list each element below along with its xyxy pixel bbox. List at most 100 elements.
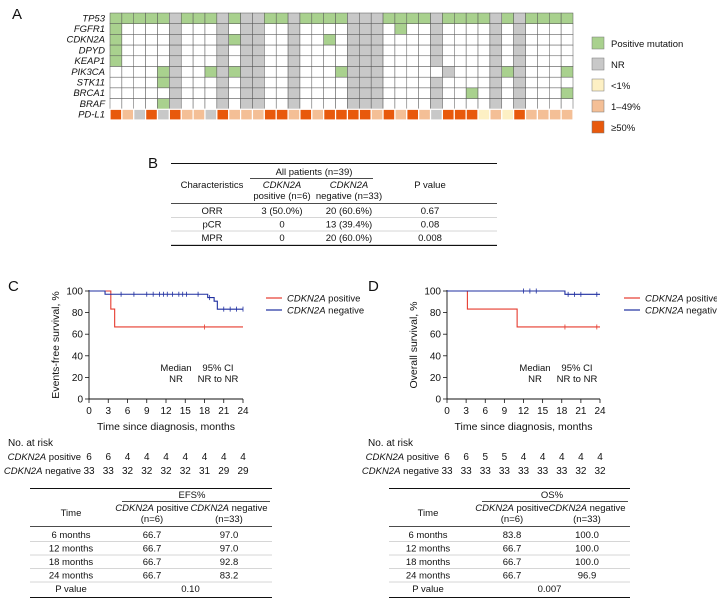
heatmap-cell: [537, 87, 550, 99]
heatmap-cell: [465, 44, 479, 57]
panel-d-risk-value: 33: [518, 466, 530, 477]
heatmap-cell: [240, 55, 253, 67]
heatmap-cell: [465, 87, 479, 99]
panel-c-risk-row-label: CDKN2A positive: [8, 452, 81, 463]
heatmap-cell: [370, 12, 384, 24]
gene-label-tp53: TP53: [82, 13, 105, 24]
heatmap-cell: [287, 12, 301, 24]
pdl1-cell: [406, 108, 420, 121]
heatmap-cell: [501, 23, 514, 35]
heatmap-cell: [157, 44, 170, 57]
heatmap-cell: [477, 76, 491, 89]
heatmap-cell: [442, 76, 455, 89]
panel-d-risk-value: 32: [594, 466, 606, 477]
heatmap-cell: [228, 76, 241, 89]
heatmap-cell: [560, 44, 574, 57]
heatmap-cell: [216, 76, 229, 89]
panel-c-x-tick-label: 21: [218, 406, 230, 417]
heatmap-cell: [204, 98, 218, 110]
heatmap-cell: [382, 87, 396, 99]
pdl1-cell: [358, 108, 372, 121]
pdl1-cell: [560, 108, 574, 121]
heatmap-cell: [216, 98, 229, 110]
heatmap-cell: [359, 87, 372, 99]
panel-c-x-tick-label: 3: [105, 406, 111, 417]
heatmap-cell: [204, 12, 218, 24]
panel-d-x-tick-label: 18: [556, 406, 568, 417]
heatmap-cell: [145, 34, 158, 46]
heatmap-cell: [394, 55, 408, 67]
pdl1-cell: [299, 108, 313, 121]
heatmap-cell: [192, 55, 206, 67]
heatmap-cell: [216, 55, 229, 67]
pdl1-cell: [370, 108, 384, 121]
panel-b-label: B: [148, 155, 158, 172]
heatmap-cell: [394, 23, 408, 35]
panel-d-risk-value: 33: [480, 466, 492, 477]
heatmap-cell: [359, 23, 372, 35]
pdl1-cell: [109, 108, 123, 121]
heatmap-cell: [418, 66, 431, 78]
pdl1-cell: [192, 108, 206, 121]
panel-c-risk-value: 4: [163, 452, 169, 463]
pdl1-cell: [441, 108, 455, 121]
heatmap-cell: [347, 87, 360, 99]
pdl1-cell: [133, 108, 147, 121]
panel-c-annot-median-value: NR: [169, 374, 183, 385]
panel-d-x-axis-title: Time since diagnosis, months: [455, 421, 593, 433]
heatmap-cell: [347, 76, 360, 89]
heatmap-cell: [359, 44, 372, 57]
heatmap-cell: [359, 66, 372, 78]
table-b-col-pvalue: P value: [414, 180, 446, 191]
panel-c-risk-title: No. at risk: [8, 438, 54, 449]
heatmap-cell: [299, 98, 313, 110]
heatmap-cell: [347, 23, 360, 35]
heatmap-cell: [133, 98, 146, 110]
heatmap-cell: [537, 12, 550, 24]
panel-d-risk-value: 5: [482, 452, 488, 463]
gene-label-fgfr1: FGFR1: [74, 24, 105, 35]
heatmap-cell: [477, 12, 491, 24]
heatmap-cell: [228, 55, 241, 67]
heatmap-cell: [228, 44, 241, 57]
heatmap-cell: [121, 23, 134, 35]
heatmap-cell: [477, 44, 491, 57]
heatmap-cell: [359, 34, 372, 46]
pdl1-cell: [334, 108, 349, 121]
heatmap-cell: [465, 98, 479, 110]
table-b-group-header: All patients (n=39): [276, 167, 353, 178]
panel-d-table-p-label: P value: [412, 584, 444, 595]
panel-d-x-tick-label: 9: [502, 406, 508, 417]
heatmap-cell: [180, 44, 194, 57]
heatmap-cell: [109, 55, 123, 67]
panel-c-table-col-positive: CDKN2A positive: [115, 503, 188, 514]
heatmap-cell: [169, 66, 182, 78]
heatmap-cell: [180, 66, 194, 78]
heatmap-cell: [382, 44, 396, 57]
panel-d-annot-median-value: NR: [528, 374, 542, 385]
heatmap-cell: [406, 55, 419, 67]
table-b-cell: 0: [279, 220, 284, 231]
heatmap-cell: [109, 23, 123, 35]
heatmap-cell: [560, 76, 574, 89]
heatmap-cell: [537, 76, 550, 89]
gene-label-pik3ca: PIK3CA: [71, 67, 105, 78]
heatmap-cell: [228, 87, 241, 99]
heatmap-cell: [501, 66, 514, 78]
heatmap-cell: [311, 23, 324, 35]
heatmap-cell: [406, 44, 419, 57]
heatmap-cell: [525, 12, 538, 24]
panel-d-table-group: OS%: [541, 490, 564, 501]
panel-d-risk-value: 4: [578, 452, 584, 463]
heatmap-cell: [430, 23, 443, 35]
heatmap-cell: [240, 23, 253, 35]
panel-d-table-col-positive-n: (n=6): [501, 514, 523, 525]
heatmap-cell: [513, 23, 526, 35]
pdl1-cell: [251, 108, 265, 121]
heatmap-cell: [264, 44, 277, 57]
panel-c-risk-value: 32: [180, 466, 192, 477]
heatmap-cell: [204, 55, 218, 67]
heatmap-cell: [323, 66, 336, 78]
heatmap-cell: [465, 66, 479, 78]
heatmap-cell: [549, 55, 562, 67]
